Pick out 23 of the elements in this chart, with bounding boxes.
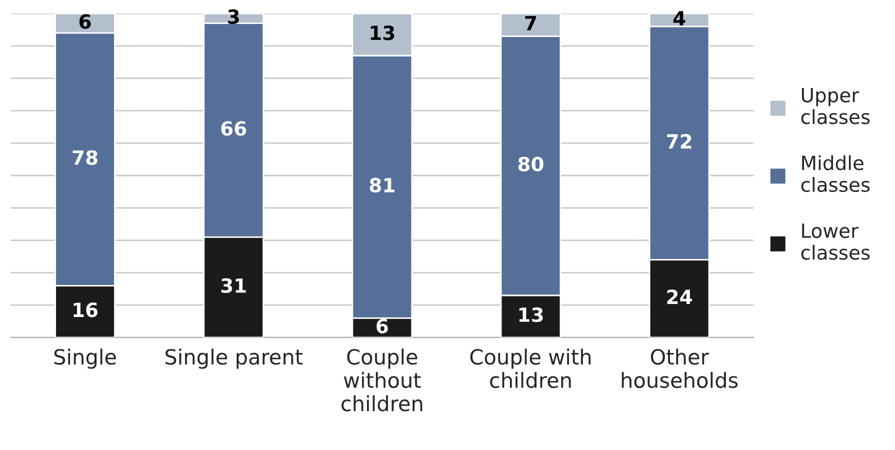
legend-label: Lower classes <box>801 224 870 260</box>
data-label: 3 <box>228 9 239 24</box>
data-label: 4 <box>673 11 686 26</box>
data-label: 7 <box>525 16 536 30</box>
data-label: 6 <box>79 14 91 29</box>
data-label: 81 <box>370 178 394 192</box>
x-tick-label: Single <box>54 348 116 369</box>
data-label: 13 <box>370 25 394 40</box>
legend-label: Middle classes <box>801 155 870 192</box>
legend-label: Upper classes <box>801 88 870 124</box>
data-label: 6 <box>376 318 388 334</box>
data-label: 80 <box>518 156 544 172</box>
x-tick-label: Single parent <box>165 348 303 369</box>
data-label: 78 <box>72 150 98 165</box>
data-label: 13 <box>519 307 543 322</box>
data-label: 31 <box>221 278 246 293</box>
data-label: 24 <box>667 290 692 304</box>
x-tick-label: Other households <box>622 348 738 388</box>
data-label: 72 <box>667 134 692 148</box>
x-tick-label: Couple without children <box>342 348 422 412</box>
data-label: 16 <box>74 302 98 318</box>
x-tick-label: Couple with children <box>470 348 591 388</box>
data-label: 66 <box>221 121 246 136</box>
